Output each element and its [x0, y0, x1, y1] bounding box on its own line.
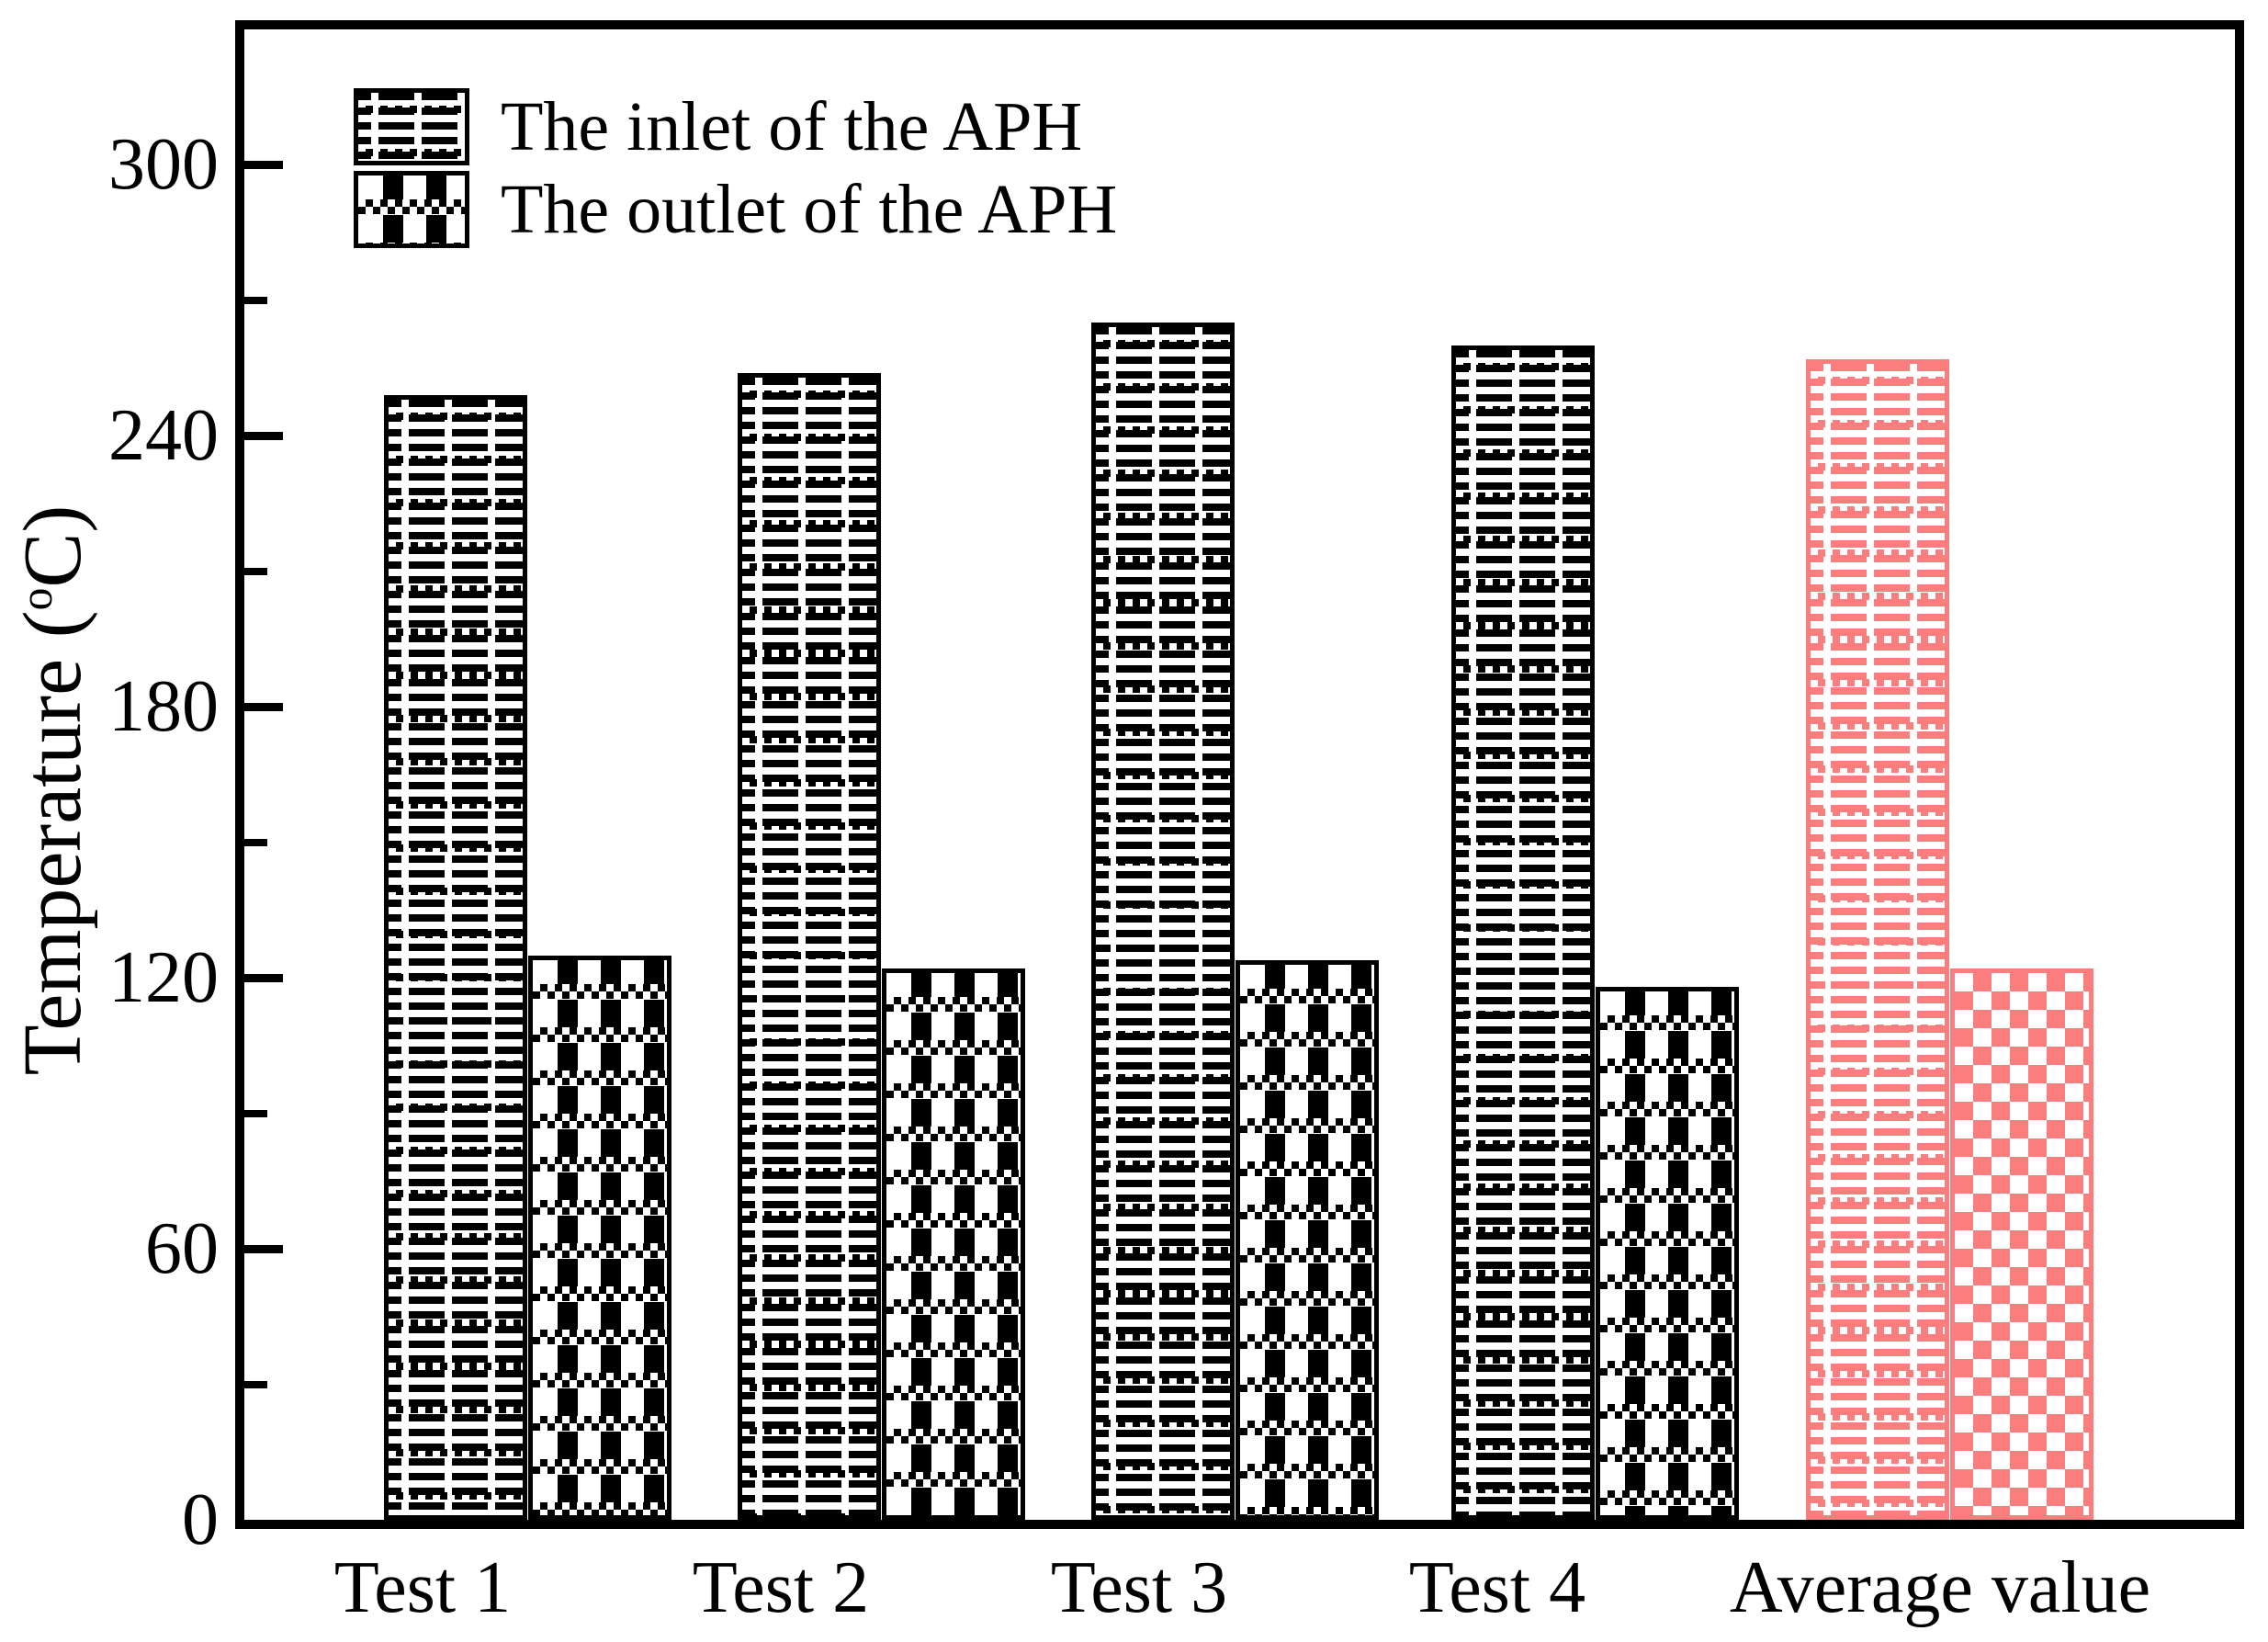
y-tick-label-60: 60: [145, 1208, 219, 1290]
bar-inlet-test-4: [1451, 345, 1595, 1520]
bar-outlet-test-4: [1596, 987, 1739, 1520]
degree-superscript: o: [11, 587, 62, 611]
y-major-tick-120: [244, 974, 283, 983]
legend-swatch-inlet: [354, 88, 469, 165]
bar-inlet-test-1: [384, 395, 527, 1520]
x-category-label-test-4: Test 4: [1408, 1547, 1586, 1628]
legend-swatch-outlet: [354, 171, 469, 248]
y-tick-label-300: 300: [108, 124, 219, 206]
x-category-label-test-2: Test 2: [692, 1547, 870, 1628]
bar-inlet-test-3: [1091, 323, 1235, 1520]
bar-inlet-test-2: [738, 373, 881, 1520]
x-category-label-test-3: Test 3: [1050, 1547, 1228, 1628]
bar-outlet-average-value: [1950, 968, 2093, 1520]
y-tick-label-180: 180: [108, 666, 219, 748]
y-minor-tick-90: [244, 1109, 267, 1117]
plot-area: [235, 20, 2244, 1529]
y-tick-label-120: 120: [108, 937, 219, 1019]
legend-label-inlet: The inlet of the APH: [501, 88, 1083, 165]
bar-outlet-test-2: [882, 968, 1025, 1520]
y-major-tick-300: [244, 161, 283, 170]
x-category-label-average-value: Average value: [1729, 1547, 2151, 1628]
y-tick-label-0: 0: [182, 1479, 219, 1560]
y-tick-label-240: 240: [108, 395, 219, 477]
bar-inlet-average-value: [1806, 359, 1949, 1520]
y-major-tick-60: [244, 1245, 283, 1254]
y-major-tick-240: [244, 432, 283, 441]
legend-label-outlet: The outlet of the APH: [501, 171, 1118, 248]
y-major-tick-180: [244, 703, 283, 712]
y-minor-tick-210: [244, 567, 267, 575]
bar-outlet-test-1: [528, 956, 671, 1520]
y-axis-title-unit: C): [7, 504, 98, 588]
y-minor-tick-270: [244, 296, 267, 304]
x-category-label-test-1: Test 1: [333, 1547, 512, 1628]
y-minor-tick-30: [244, 1380, 267, 1388]
bar-outlet-test-3: [1236, 960, 1379, 1520]
y-minor-tick-150: [244, 838, 267, 846]
